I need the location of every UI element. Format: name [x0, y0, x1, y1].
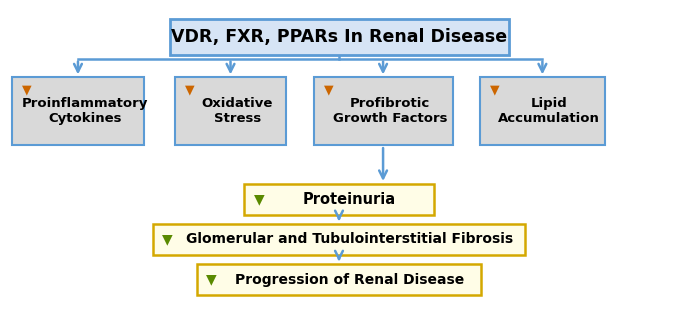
FancyBboxPatch shape	[12, 77, 144, 145]
Text: Lipid
Accumulation: Lipid Accumulation	[498, 97, 600, 125]
Text: ▼: ▼	[323, 84, 334, 97]
Text: ▼: ▼	[184, 84, 195, 97]
Text: Proteinuria: Proteinuria	[302, 192, 396, 207]
Text: Progression of Renal Disease: Progression of Renal Disease	[235, 273, 464, 287]
Text: Glomerular and Tubulointerstitial Fibrosis: Glomerular and Tubulointerstitial Fibros…	[186, 232, 513, 247]
Text: ▼: ▼	[254, 192, 264, 206]
FancyBboxPatch shape	[175, 77, 286, 145]
Text: Oxidative
Stress: Oxidative Stress	[201, 97, 273, 125]
FancyBboxPatch shape	[313, 77, 453, 145]
FancyBboxPatch shape	[197, 264, 481, 295]
Text: Profibrotic
Growth Factors: Profibrotic Growth Factors	[333, 97, 447, 125]
Text: Proinflammatory
Cytokines: Proinflammatory Cytokines	[22, 97, 148, 125]
FancyBboxPatch shape	[244, 184, 434, 215]
Text: ▼: ▼	[162, 232, 173, 247]
Text: VDR, FXR, PPARs In Renal Disease: VDR, FXR, PPARs In Renal Disease	[171, 28, 507, 46]
FancyBboxPatch shape	[153, 224, 525, 255]
FancyBboxPatch shape	[480, 77, 605, 145]
Text: ▼: ▼	[490, 84, 500, 97]
Text: ▼: ▼	[22, 84, 32, 97]
FancyBboxPatch shape	[170, 19, 508, 55]
Text: ▼: ▼	[206, 273, 217, 287]
